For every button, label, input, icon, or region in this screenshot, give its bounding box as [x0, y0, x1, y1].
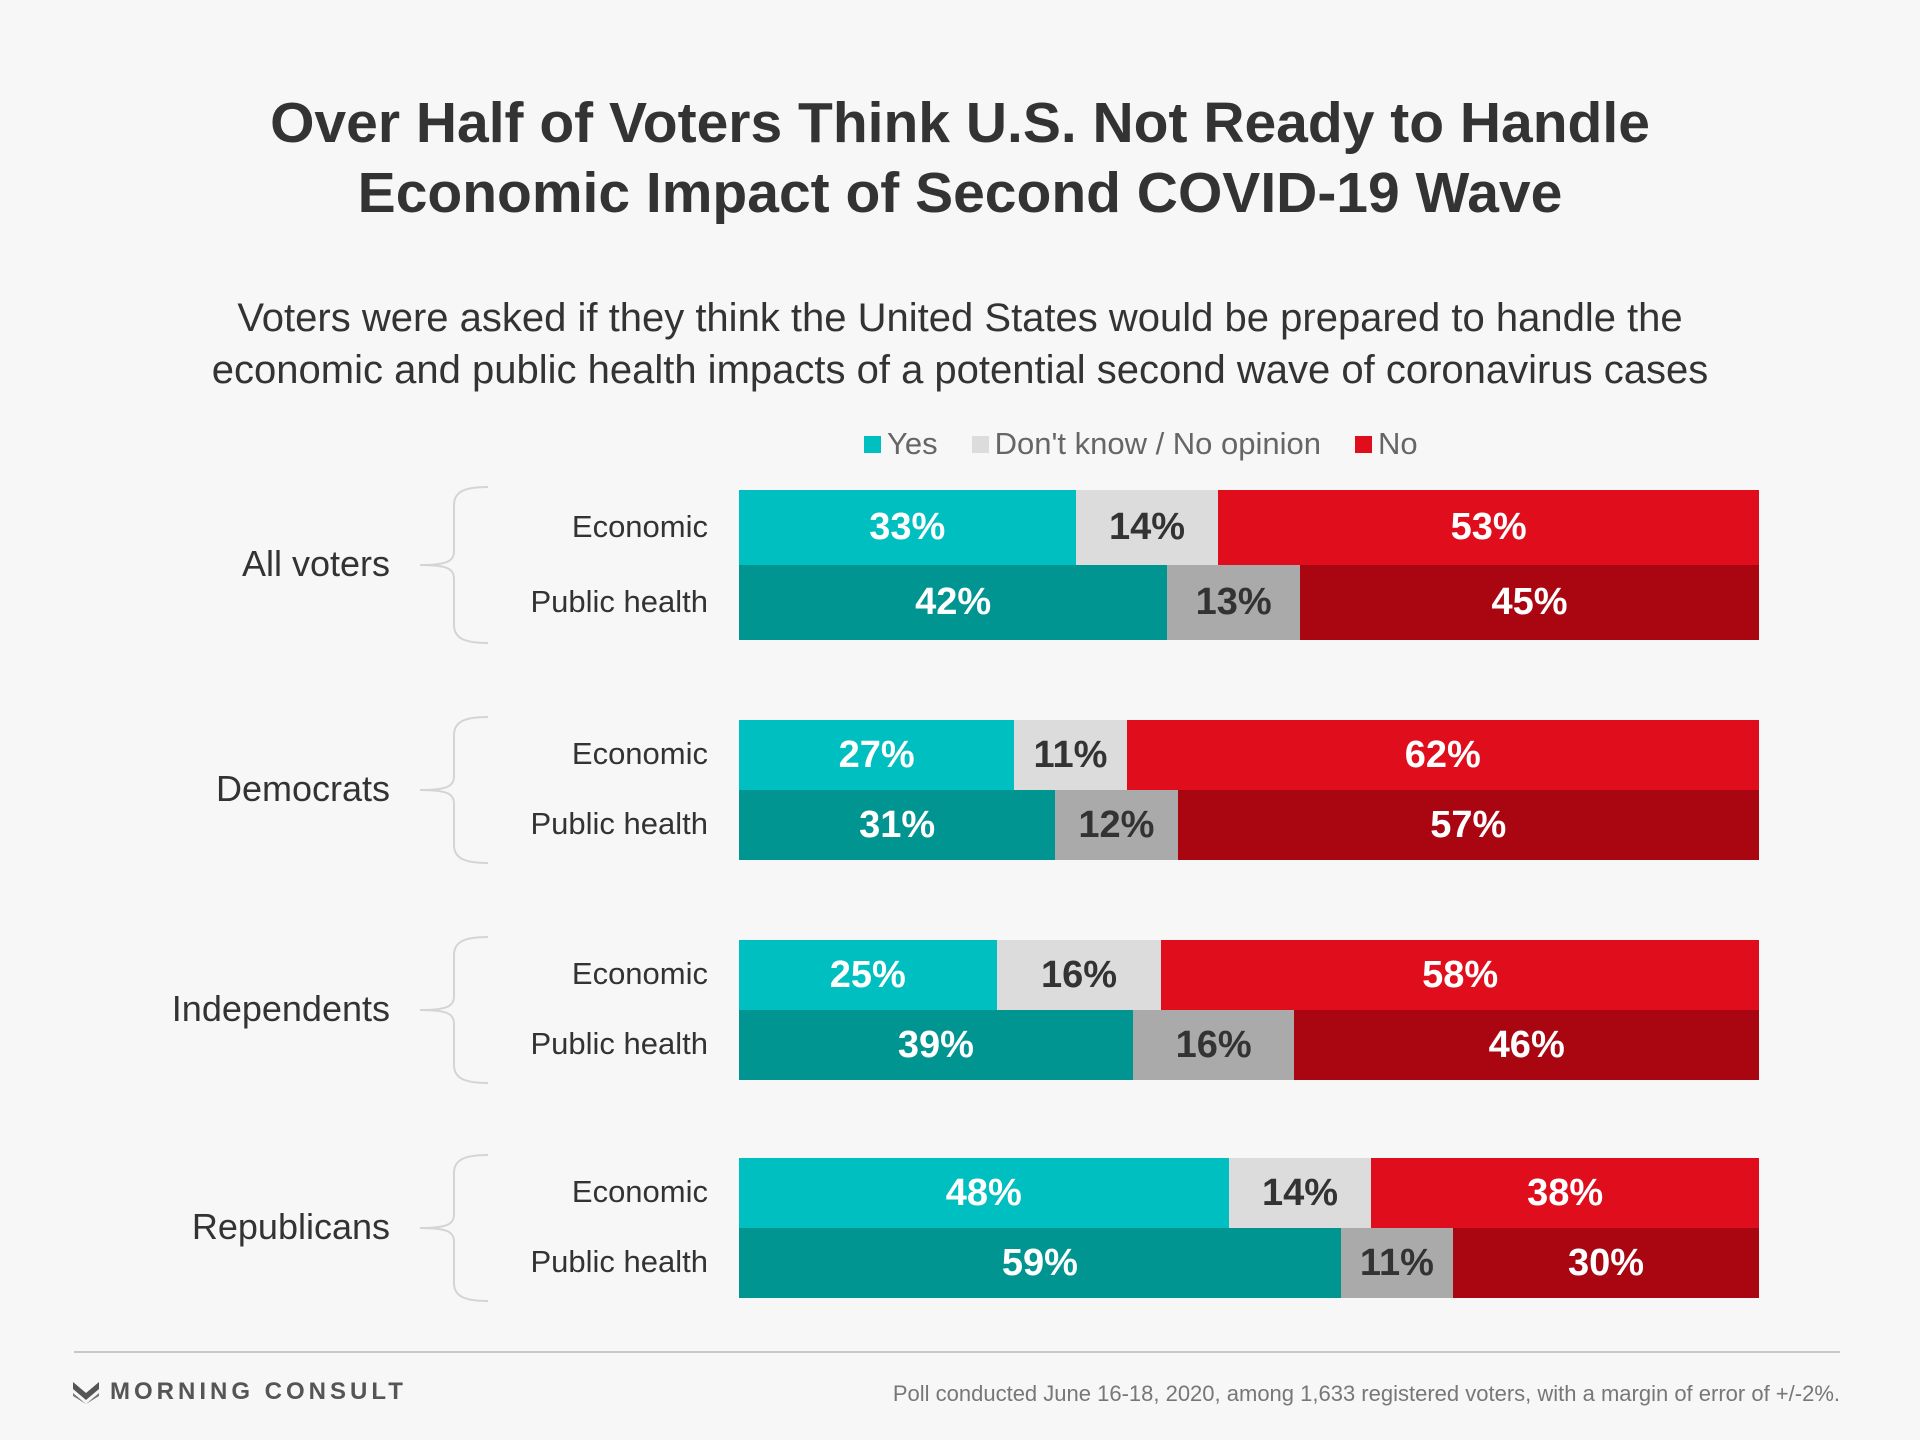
bar-segment-dont-know: 16% — [996, 940, 1162, 1010]
legend-item-dont-know: Don't know / No opinion — [971, 426, 1322, 462]
footer-divider — [74, 1351, 1840, 1353]
group-all-voters: All voters Economic 33% 14% 53% Public health… — [0, 486, 1920, 644]
bar-segment-dont-know: 11% — [1340, 1228, 1453, 1298]
data-label: 53% — [1450, 506, 1527, 548]
data-label: 14% — [1108, 506, 1186, 548]
title-line-1: Over Half of Voters Think U.S. Not Ready… — [270, 91, 1650, 155]
legend-item-no: No — [1355, 426, 1418, 462]
bar-segment-dont-know: 16% — [1132, 1010, 1295, 1080]
legend-label-dont-know: Don't know / No opinion — [994, 426, 1322, 461]
legend: Yes Don't know / No opinion No — [864, 426, 1418, 462]
footnote: Poll conducted June 16-18, 2020, among 1… — [892, 1381, 1840, 1406]
bar-segment-dont-know: 11% — [1014, 720, 1127, 790]
data-label: 13% — [1195, 581, 1272, 623]
legend-swatch-yes — [864, 435, 881, 453]
data-label: 16% — [1175, 1023, 1252, 1066]
bar-segment-no: 62% — [1126, 720, 1759, 790]
data-label: 31% — [859, 803, 936, 846]
group-label: Independents — [171, 988, 390, 1029]
bar-segment-no: 30% — [1452, 1228, 1759, 1298]
row-label-public-health: Public health — [530, 1244, 708, 1279]
data-label: 30% — [1567, 1241, 1645, 1284]
legend-swatch-dont-know — [971, 435, 989, 453]
chart-title: Over Half of Voters Think U.S. Not Ready… — [120, 88, 1800, 228]
bar-segment-dont-know: 12% — [1055, 790, 1178, 860]
group-label: All voters — [241, 543, 390, 584]
stacked-bar: 31% 12% 57% — [739, 790, 1759, 860]
stacked-bar: 33% 14% 53% — [739, 490, 1759, 565]
data-label: 39% — [897, 1023, 974, 1066]
stacked-bar: 39% 16% 46% — [739, 1010, 1759, 1080]
bar-segment-yes: 42% — [739, 565, 1168, 640]
row-label-economic: Economic — [571, 736, 708, 771]
bar-segment-yes: 33% — [739, 490, 1076, 565]
data-label: 58% — [1422, 953, 1499, 996]
subtitle-line-1: Voters were asked if they think the Unit… — [237, 296, 1683, 340]
bar-segment-yes: 31% — [739, 790, 1056, 860]
legend-swatch-no — [1355, 435, 1373, 453]
legend-label-no: No — [1378, 426, 1418, 461]
bar-segment-yes: 48% — [739, 1158, 1229, 1228]
data-label: 62% — [1404, 733, 1481, 776]
title-line-2: Economic Impact of Second COVID-19 Wave — [357, 161, 1563, 225]
bar-segment-no: 53% — [1218, 490, 1759, 565]
row-label-public-health: Public health — [530, 583, 708, 619]
data-label: 42% — [915, 581, 992, 623]
stacked-bar: 25% 16% 58% — [739, 940, 1759, 1010]
row-label-economic: Economic — [571, 956, 708, 991]
group-independents: Independents Economic 25% 16% 58% Public heal… — [0, 936, 1920, 1084]
data-label: 25% — [829, 953, 906, 996]
data-label: 11% — [1033, 733, 1108, 776]
group-label: Republicans — [191, 1206, 390, 1247]
data-label: 16% — [1040, 953, 1118, 996]
data-label: 48% — [945, 1171, 1022, 1214]
group-republicans: Republicans Economic 48% 14% 38% Public healt… — [0, 1154, 1920, 1302]
stacked-bar: 42% 13% 45% — [739, 565, 1759, 640]
bar-segment-no: 57% — [1177, 790, 1759, 860]
data-label: 33% — [869, 506, 946, 548]
bar-segment-dont-know: 13% — [1167, 565, 1300, 640]
data-label: 59% — [1001, 1241, 1078, 1284]
group-brace — [419, 936, 489, 1084]
bar-segment-no: 46% — [1294, 1010, 1759, 1080]
bar-segment-yes: 59% — [739, 1228, 1341, 1298]
stacked-bar: 27% 11% 62% — [739, 720, 1759, 790]
logo-text: MORNING CONSULT — [110, 1378, 407, 1405]
data-label: 11% — [1359, 1241, 1434, 1284]
stacked-bar: 59% 11% 30% — [739, 1228, 1759, 1298]
bar-segment-no: 58% — [1161, 940, 1759, 1010]
bar-segment-dont-know: 14% — [1228, 1158, 1372, 1228]
bar-segment-yes: 25% — [739, 940, 997, 1010]
legend-label-yes: Yes — [887, 426, 938, 461]
group-brace — [419, 486, 489, 644]
row-label-public-health: Public health — [530, 1026, 708, 1061]
row-label-public-health: Public health — [530, 806, 708, 841]
data-label: 12% — [1078, 803, 1155, 846]
bar-segment-yes: 27% — [739, 720, 1015, 790]
group-brace — [419, 1154, 489, 1302]
group-democrats: Democrats Economic 27% 11% 62% Public health 3… — [0, 716, 1920, 864]
data-label: 38% — [1527, 1171, 1604, 1214]
bar-segment-yes: 39% — [739, 1010, 1133, 1080]
data-label: 46% — [1488, 1023, 1565, 1066]
data-label: 14% — [1261, 1171, 1339, 1214]
chart-subtitle: Voters were asked if they think the Unit… — [100, 292, 1820, 396]
data-label: 27% — [838, 733, 915, 776]
data-label: 45% — [1491, 581, 1568, 623]
morning-consult-logo-icon — [73, 1382, 99, 1404]
bar-segment-no: 45% — [1299, 565, 1759, 640]
row-label-economic: Economic — [571, 508, 708, 544]
bar-segment-no: 38% — [1371, 1158, 1759, 1228]
subtitle-line-2: economic and public health impacts of a … — [211, 348, 1709, 392]
morning-consult-logo: MORNING CONSULT — [72, 1378, 407, 1406]
legend-item-yes: Yes — [864, 426, 938, 462]
data-label: 57% — [1430, 803, 1507, 846]
row-label-economic: Economic — [571, 1174, 708, 1209]
stacked-bar: 48% 14% 38% — [739, 1158, 1759, 1228]
group-label: Democrats — [215, 768, 390, 809]
bar-segment-dont-know: 14% — [1075, 490, 1219, 565]
group-brace — [419, 716, 489, 864]
